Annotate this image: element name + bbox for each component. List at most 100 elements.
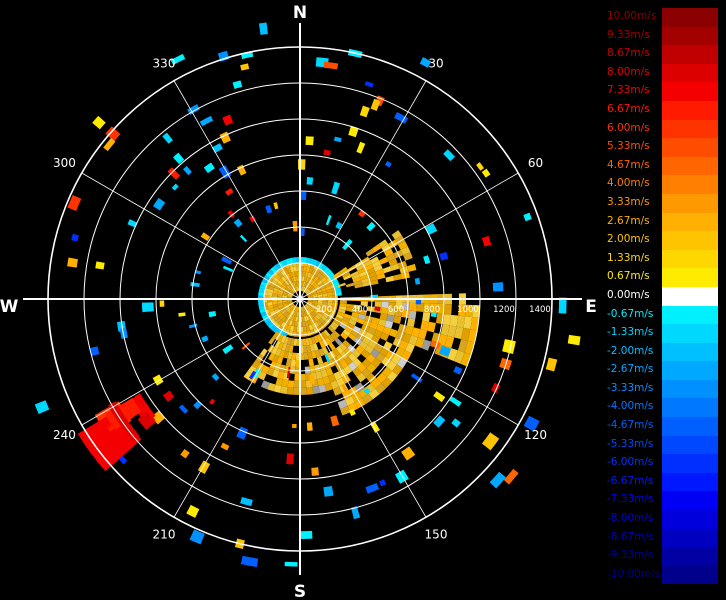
echo-cell xyxy=(369,322,378,330)
echo-cell xyxy=(386,360,397,372)
echo-cell xyxy=(393,315,402,324)
echo-cell xyxy=(545,357,558,372)
echo-cell xyxy=(300,380,307,388)
legend-label: 5.33m/s xyxy=(607,140,650,153)
azimuth-line xyxy=(299,80,427,300)
echo-cell xyxy=(288,291,294,295)
echo-cell xyxy=(293,266,298,272)
range-label: 800 xyxy=(424,305,440,315)
echo-cell xyxy=(287,300,293,304)
legend-label: 7.33m/s xyxy=(607,84,650,97)
echo-cell xyxy=(258,305,266,310)
echo-cell xyxy=(162,132,173,144)
echo-cell xyxy=(317,377,325,387)
echo-cell xyxy=(162,390,175,402)
echo-cell xyxy=(481,235,492,247)
echo-cell xyxy=(287,308,293,314)
echo-cell xyxy=(286,267,292,274)
echo-cell xyxy=(267,269,275,276)
legend-label: 0.67m/s xyxy=(607,270,650,283)
echo-cell xyxy=(310,288,316,293)
echo-cell xyxy=(385,275,395,283)
legend-swatch xyxy=(662,231,718,250)
echo-cell xyxy=(311,303,318,307)
echo-cell xyxy=(523,415,540,432)
echo-cell xyxy=(406,318,416,328)
echo-cell xyxy=(302,326,307,332)
echo-cell xyxy=(381,366,393,378)
echo-cell xyxy=(293,326,298,332)
echo-cell xyxy=(267,304,274,310)
echo-cell xyxy=(342,316,351,323)
echo-cell xyxy=(366,306,375,313)
echo-cell xyxy=(327,325,335,333)
echo-cell xyxy=(320,369,329,378)
echo-cell xyxy=(295,276,299,282)
radar-display: N S E W ✳ 30 60 120 150 210 240 300 330 200 400 60… xyxy=(0,3,597,600)
echo-cell xyxy=(331,321,339,328)
echo-cell xyxy=(314,308,320,313)
echo-cell xyxy=(287,293,293,297)
echo-cell xyxy=(444,304,452,315)
echo-cell xyxy=(449,396,462,407)
legend-label: -0.67m/s xyxy=(607,307,654,320)
echo-cell xyxy=(292,331,297,337)
echo-cell xyxy=(366,221,376,232)
legend-label: -8.67m/s xyxy=(607,530,654,543)
echo-cell xyxy=(503,468,519,485)
echo-cell xyxy=(220,442,230,451)
echo-cell xyxy=(421,339,432,351)
east-label: E xyxy=(585,297,597,317)
echo-cell xyxy=(322,376,331,385)
echo-cell xyxy=(306,177,314,185)
echo-cell xyxy=(203,162,215,174)
echo-cell xyxy=(282,295,288,298)
echo-cell xyxy=(370,98,381,111)
echo-cell xyxy=(294,306,298,312)
echo-cell xyxy=(334,288,342,293)
legend-entry: -8.00m/s xyxy=(604,510,720,529)
echo-cell xyxy=(277,280,283,286)
echo-cell xyxy=(292,305,296,311)
echo-cell xyxy=(339,300,347,304)
echo-cell xyxy=(273,384,282,393)
echo-cell xyxy=(302,306,306,312)
echo-cell xyxy=(292,287,296,293)
legend-entry: -9.33m/s xyxy=(604,547,720,566)
echo-cell xyxy=(312,281,318,287)
azimuth-label-30: 30 xyxy=(428,56,443,70)
echo-cell xyxy=(71,233,79,242)
echo-cell xyxy=(465,304,473,318)
echo-cell xyxy=(275,317,282,324)
echo-cell xyxy=(345,282,355,288)
echo-cell xyxy=(408,310,417,320)
legend-label: 4.67m/s xyxy=(607,158,650,171)
echo-cell xyxy=(386,314,395,323)
echo-cell xyxy=(359,340,368,350)
echo-cell xyxy=(325,269,333,276)
echo-cell xyxy=(307,351,313,360)
echo-cell xyxy=(233,218,243,228)
echo-cell xyxy=(248,370,257,380)
echo-cell xyxy=(189,529,205,545)
echo-cell xyxy=(460,352,472,367)
echo-cell xyxy=(258,371,267,381)
echo-cell xyxy=(370,378,382,389)
echo-cell xyxy=(311,350,317,359)
echo-cell xyxy=(222,344,234,355)
echo-cell xyxy=(284,288,290,293)
echo-cell xyxy=(281,276,287,282)
echo-cell xyxy=(306,422,313,431)
legend-swatch xyxy=(662,510,718,529)
echo-cell xyxy=(442,314,452,326)
radar-labels: N S E W ✳ 30 60 120 150 210 240 300 330 200 400 60… xyxy=(0,3,597,600)
echo-cell xyxy=(364,81,374,88)
legend-swatch xyxy=(662,342,718,362)
echo-cell xyxy=(279,260,285,268)
echo-cell xyxy=(308,267,314,274)
echo-cell xyxy=(296,281,299,287)
echo-cell xyxy=(335,291,342,296)
echo-cell xyxy=(289,283,294,289)
echo-cell xyxy=(381,377,393,389)
echo-cell xyxy=(137,412,156,431)
